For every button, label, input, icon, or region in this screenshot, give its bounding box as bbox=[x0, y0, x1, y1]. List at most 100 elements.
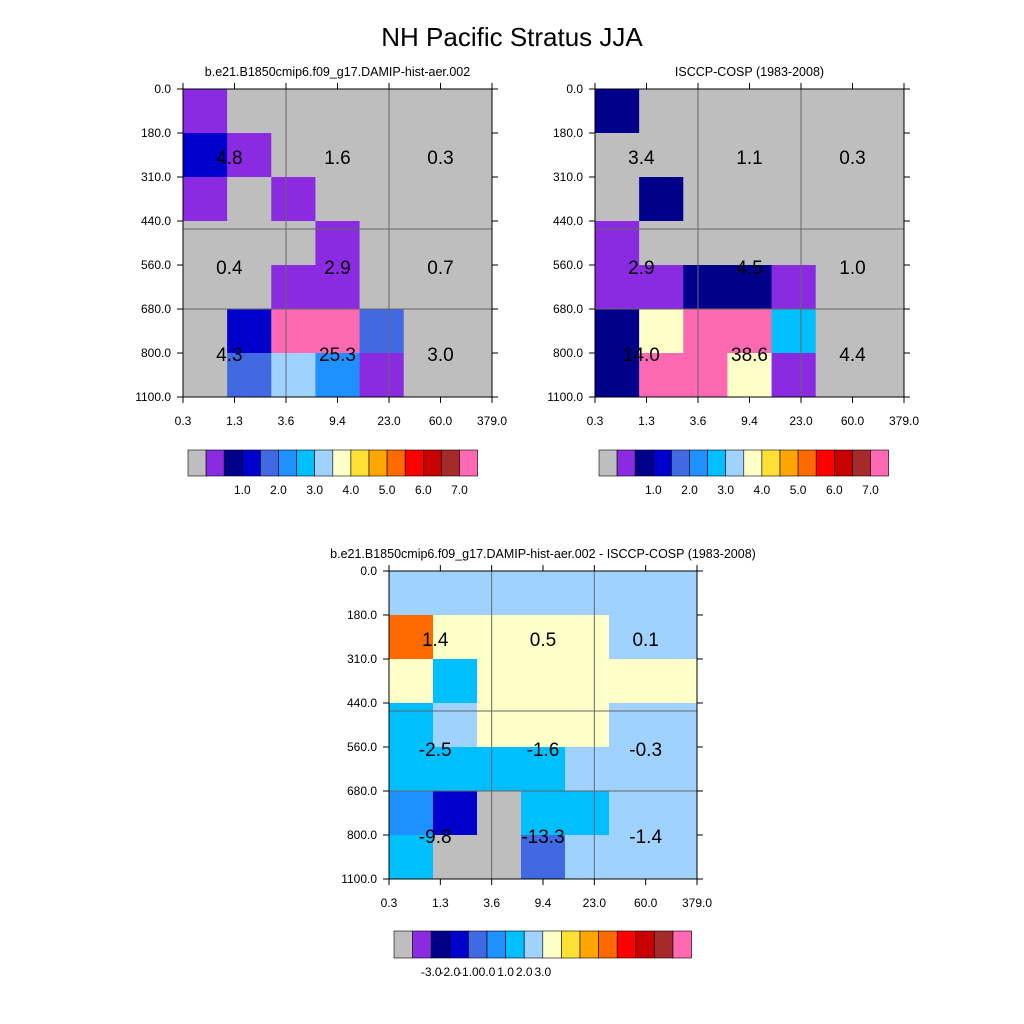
colorbar-box bbox=[672, 930, 692, 959]
heatmap-cell bbox=[595, 89, 640, 134]
heatmap-cell bbox=[447, 133, 493, 178]
colorbar-box bbox=[314, 449, 334, 477]
heatmap-cell bbox=[859, 177, 905, 222]
heatmap-cell bbox=[859, 221, 905, 266]
figure-title: NH Pacific Stratus JJA bbox=[381, 22, 643, 52]
cell-annotation: 4.4 bbox=[839, 345, 866, 366]
heatmap-cell bbox=[639, 221, 684, 266]
colorbar-box bbox=[368, 449, 388, 477]
heatmap-cell bbox=[477, 791, 522, 836]
heatmap-cell bbox=[477, 571, 522, 616]
heatmap-cell bbox=[359, 221, 405, 266]
cell-annotation: 14.0 bbox=[623, 345, 660, 366]
x-tick-label: 9.4 bbox=[329, 414, 346, 428]
colorbar-box bbox=[561, 930, 581, 959]
colorbar-box bbox=[579, 930, 599, 959]
heatmap-cell bbox=[389, 835, 434, 880]
cell-annotation: 0.4 bbox=[216, 258, 243, 279]
heatmap-cell bbox=[403, 133, 449, 178]
heatmap-cell bbox=[639, 89, 684, 134]
heatmap-cell bbox=[271, 309, 316, 354]
heatmap-cell bbox=[183, 177, 228, 222]
heatmap-cell bbox=[565, 791, 610, 836]
colorbar-box bbox=[598, 930, 618, 959]
colorbar-label: 6.0 bbox=[826, 483, 843, 497]
heatmap-cell bbox=[183, 309, 228, 354]
colorbar-label: 5.0 bbox=[379, 483, 396, 497]
colorbar-box bbox=[725, 449, 745, 477]
colorbar-box bbox=[187, 449, 207, 477]
colorbar-box bbox=[833, 449, 853, 477]
colorbar-label: 1.0 bbox=[234, 483, 251, 497]
colorbar-box bbox=[486, 930, 506, 959]
heatmap-cell bbox=[389, 659, 434, 704]
y-tick-label: 180.0 bbox=[347, 608, 377, 622]
heatmap-cell bbox=[271, 89, 316, 134]
colorbar-box bbox=[404, 449, 424, 477]
y-tick-label: 560.0 bbox=[141, 258, 171, 272]
y-tick-label: 310.0 bbox=[553, 170, 583, 184]
colorbar-box bbox=[223, 449, 243, 477]
colorbar-box bbox=[616, 930, 637, 959]
colorbar-label: 2.0 bbox=[681, 483, 698, 497]
heatmap-cell bbox=[859, 89, 905, 134]
cell-annotation: 3.0 bbox=[427, 345, 453, 366]
heatmap-cell bbox=[683, 133, 728, 178]
heatmap-cell bbox=[609, 615, 654, 660]
y-tick-label: 1100.0 bbox=[135, 390, 171, 404]
x-tick-label: 9.4 bbox=[535, 896, 552, 910]
heatmap-cell bbox=[565, 835, 610, 880]
heatmap-cell bbox=[447, 309, 493, 354]
heatmap-cell bbox=[521, 747, 566, 792]
colorbar-label: 3.0 bbox=[717, 483, 734, 497]
x-tick-label: 23.0 bbox=[583, 896, 607, 910]
colorbar-box bbox=[654, 930, 674, 959]
heatmap-cell bbox=[609, 571, 654, 616]
heatmap-cell bbox=[447, 89, 493, 134]
y-tick-label: 310.0 bbox=[141, 170, 171, 184]
x-tick-label: 1.3 bbox=[432, 896, 449, 910]
x-tick-label: 379.0 bbox=[889, 414, 919, 428]
cell-annotation: 0.5 bbox=[530, 630, 556, 651]
cell-annotation: 1.6 bbox=[324, 148, 350, 169]
colorbar-box bbox=[689, 449, 708, 477]
heatmap-cell bbox=[315, 309, 360, 354]
heatmap-cell bbox=[315, 221, 360, 266]
colorbar-box bbox=[459, 449, 478, 477]
colorbar-box bbox=[635, 930, 655, 959]
colorbar-label: -1.0 bbox=[458, 965, 479, 979]
heatmap-cell bbox=[727, 353, 772, 398]
heatmap-cell bbox=[595, 177, 640, 222]
colorbar-box bbox=[422, 449, 442, 477]
x-tick-label: 60.0 bbox=[429, 414, 453, 428]
heatmap-cell bbox=[565, 703, 610, 748]
panel-title: b.e21.B1850cmip6.f09_g17.DAMIP-hist-aer.… bbox=[330, 547, 756, 561]
heatmap-cell bbox=[595, 265, 640, 310]
heatmap-cell bbox=[609, 835, 654, 880]
x-tick-label: 3.6 bbox=[690, 414, 707, 428]
heatmap-cell bbox=[315, 177, 360, 222]
cell-annotation: -1.4 bbox=[629, 827, 662, 848]
y-tick-label: 0.0 bbox=[566, 82, 583, 96]
heatmap-cell bbox=[447, 177, 493, 222]
heatmap-cell bbox=[727, 177, 772, 222]
y-tick-label: 1100.0 bbox=[341, 872, 377, 886]
heatmap-cell bbox=[521, 791, 566, 836]
colorbar-box bbox=[205, 449, 225, 477]
colorbar-box bbox=[707, 449, 726, 477]
x-tick-label: 379.0 bbox=[477, 414, 507, 428]
colorbar-box bbox=[412, 930, 432, 959]
y-tick-label: 560.0 bbox=[553, 258, 583, 272]
colorbar-box bbox=[542, 930, 562, 959]
y-tick-label: 180.0 bbox=[141, 126, 171, 140]
colorbar-box bbox=[671, 449, 690, 477]
colorbar-box bbox=[652, 449, 672, 477]
heatmap-cell bbox=[389, 747, 434, 792]
heatmap-cell bbox=[315, 265, 360, 310]
heatmap-cell bbox=[183, 353, 228, 398]
colorbar-label: -2.0 bbox=[439, 965, 460, 979]
colorbar-label: 3.0 bbox=[306, 483, 323, 497]
heatmap-cell bbox=[389, 791, 434, 836]
x-tick-label: 3.6 bbox=[483, 896, 500, 910]
cell-annotation: 1.1 bbox=[736, 148, 762, 169]
